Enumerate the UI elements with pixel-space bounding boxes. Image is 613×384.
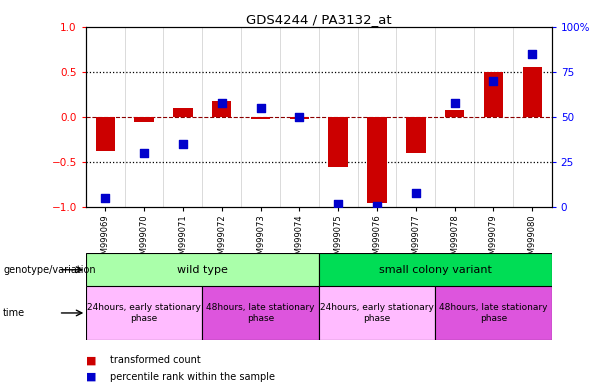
Text: 48hours, late stationary
phase: 48hours, late stationary phase (440, 303, 547, 323)
Point (372, 202, 382, 209)
Bar (435, 286, 552, 340)
Bar (484, 72, 503, 117)
Point (333, 201, 343, 207)
Text: small colony variant: small colony variant (379, 265, 492, 275)
Bar (86, 253, 319, 286)
Point (489, 78, 498, 84)
Title: GDS4244 / PA3132_at: GDS4244 / PA3132_at (246, 13, 392, 26)
Bar (134, 117, 154, 122)
Bar (86, 286, 202, 340)
Bar (251, 117, 270, 119)
Bar (202, 286, 319, 340)
Bar (329, 117, 348, 167)
Point (139, 150, 149, 156)
Text: transformed count: transformed count (110, 355, 201, 365)
Point (450, 99, 460, 106)
Text: ■: ■ (86, 355, 96, 365)
Bar (212, 101, 232, 117)
Text: 24hours, early stationary
phase: 24hours, early stationary phase (87, 303, 201, 323)
Point (411, 190, 421, 196)
Bar (406, 117, 425, 153)
Text: genotype/variation: genotype/variation (3, 265, 96, 275)
Bar (367, 117, 387, 203)
Text: wild type: wild type (177, 265, 227, 275)
Point (101, 195, 110, 201)
Bar (522, 68, 542, 117)
Text: 24hours, early stationary
phase: 24hours, early stationary phase (320, 303, 434, 323)
Bar (445, 110, 465, 117)
Point (527, 51, 537, 57)
Point (217, 99, 227, 106)
Bar (290, 117, 309, 119)
Point (294, 114, 304, 120)
Text: 48hours, late stationary
phase: 48hours, late stationary phase (207, 303, 314, 323)
Point (256, 105, 265, 111)
Bar (96, 117, 115, 151)
Bar (319, 286, 435, 340)
Text: ■: ■ (86, 372, 96, 382)
Text: time: time (3, 308, 25, 318)
Point (178, 141, 188, 147)
Bar (173, 108, 192, 117)
Text: percentile rank within the sample: percentile rank within the sample (110, 372, 275, 382)
Bar (319, 253, 552, 286)
